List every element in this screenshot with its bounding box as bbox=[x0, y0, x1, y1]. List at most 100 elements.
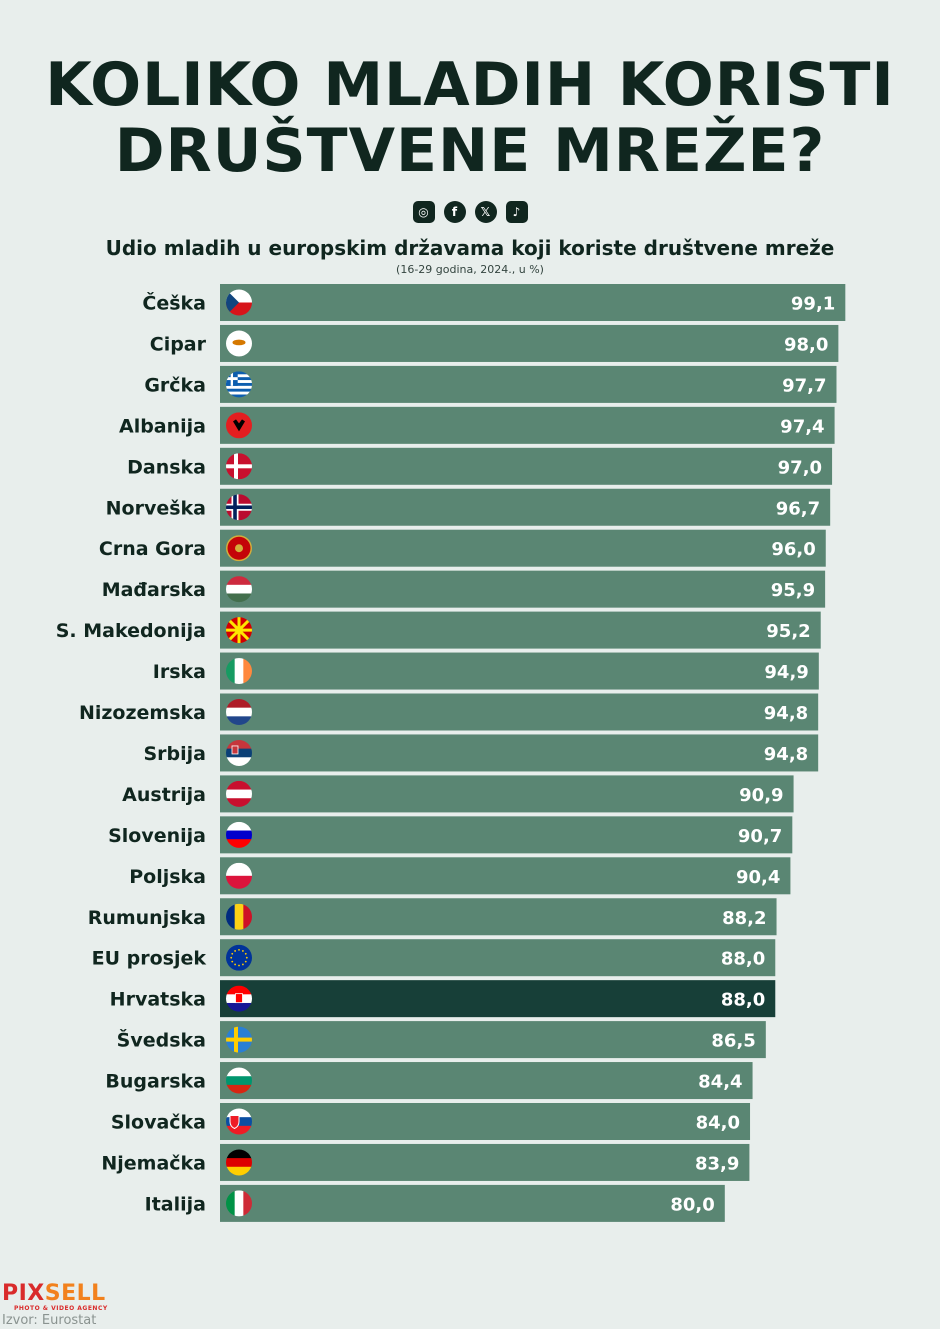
tiktok-icon: ♪ bbox=[505, 201, 528, 223]
bar-row: Albanija 97,4 bbox=[119, 406, 835, 444]
category-label: Grčka bbox=[144, 374, 206, 396]
category-label: Mađarska bbox=[102, 579, 206, 601]
bar bbox=[220, 488, 831, 526]
cy-flag-icon bbox=[226, 330, 252, 357]
value-label: 97,7 bbox=[782, 375, 826, 396]
bar-row: Norveška 96,7 bbox=[106, 488, 831, 526]
value-label: 96,0 bbox=[771, 539, 815, 560]
cz-flag-icon bbox=[226, 289, 252, 316]
it-flag-icon bbox=[226, 1190, 252, 1217]
facebook-icon: f bbox=[443, 201, 466, 223]
category-label: Češka bbox=[142, 291, 206, 315]
category-label: Italija bbox=[145, 1193, 206, 1215]
bar-row: Austrija 90,9 bbox=[122, 775, 794, 813]
bar-row: Srbija 94,8 bbox=[143, 734, 819, 772]
bar-highlight bbox=[220, 980, 776, 1018]
title-line-2: DRUŠTVENE MREŽE? bbox=[114, 116, 826, 186]
bar-row: Bugarska 84,4 bbox=[105, 1062, 753, 1100]
de-flag-icon bbox=[226, 1149, 252, 1176]
bar bbox=[220, 1103, 751, 1140]
value-label: 84,4 bbox=[698, 1072, 742, 1093]
category-label: Danska bbox=[127, 456, 206, 478]
category-label: Njemačka bbox=[101, 1152, 206, 1174]
bar-row: S. Makedonija 95,2 bbox=[56, 611, 821, 649]
category-label: Nizozemska bbox=[79, 702, 206, 724]
source-note: Izvor: Eurostat bbox=[2, 1313, 97, 1328]
bar-row: Slovenija 90,7 bbox=[108, 816, 793, 854]
logo-tagline: PHOTO & VIDEO AGENCY bbox=[14, 1305, 108, 1312]
pixsell-logo: PIXSELL bbox=[2, 1281, 106, 1306]
bar-row: Mađarska 95,9 bbox=[102, 570, 826, 608]
bar bbox=[220, 1143, 750, 1181]
bar-row: Danska 97,0 bbox=[127, 447, 833, 485]
category-label: Cipar bbox=[150, 333, 207, 355]
bar bbox=[220, 816, 793, 854]
bar bbox=[220, 284, 846, 321]
value-label: 98,0 bbox=[784, 334, 828, 355]
category-label: Austrija bbox=[122, 784, 206, 806]
chart-subtitle: (16-29 godina, 2024., u %) bbox=[396, 263, 544, 276]
bar bbox=[220, 775, 794, 813]
value-label: 86,5 bbox=[711, 1031, 755, 1052]
bar-row: Slovačka 84,0 bbox=[111, 1103, 751, 1140]
nl-flag-icon bbox=[226, 699, 252, 725]
bar-row: Poljska 90,4 bbox=[129, 857, 791, 895]
dk-flag-icon bbox=[226, 453, 252, 480]
gr-flag-icon bbox=[226, 371, 252, 398]
bar bbox=[220, 324, 839, 362]
category-label: Albanija bbox=[119, 415, 206, 437]
bar-row: Grčka 97,7 bbox=[144, 365, 837, 403]
bar bbox=[220, 652, 819, 690]
value-label: 90,9 bbox=[739, 785, 783, 806]
value-label: 80,0 bbox=[670, 1194, 714, 1215]
bar-row: Rumunjska 88,2 bbox=[88, 898, 777, 936]
bar-row: Nizozemska 94,8 bbox=[79, 693, 819, 731]
title-line-1: KOLIKO MLADIH KORISTI bbox=[45, 50, 895, 120]
category-label: Crna Gora bbox=[99, 538, 206, 560]
value-label: 95,2 bbox=[766, 621, 810, 642]
bar bbox=[220, 570, 826, 608]
value-label: 90,4 bbox=[736, 867, 780, 888]
value-label: 97,4 bbox=[780, 416, 824, 437]
x-icon: 𝕏 bbox=[474, 201, 497, 223]
category-label: Švedska bbox=[117, 1028, 206, 1052]
no-flag-icon bbox=[226, 494, 252, 521]
category-label: EU prosjek bbox=[92, 948, 207, 970]
bar-row: Cipar 98,0 bbox=[150, 324, 839, 362]
bar bbox=[220, 365, 837, 403]
value-label: 94,9 bbox=[764, 662, 808, 683]
pl-flag-icon bbox=[226, 862, 252, 889]
at-flag-icon bbox=[226, 780, 252, 807]
bar bbox=[220, 406, 835, 444]
value-label: 95,9 bbox=[771, 580, 815, 601]
category-label: Bugarska bbox=[105, 1071, 206, 1093]
category-label: Slovenija bbox=[108, 825, 206, 847]
bar bbox=[220, 611, 821, 649]
se-flag-icon bbox=[226, 1026, 252, 1053]
value-label: 96,7 bbox=[776, 498, 820, 519]
bar bbox=[220, 939, 776, 977]
value-label: 88,0 bbox=[721, 949, 765, 970]
bar-row: Češka 99,1 bbox=[142, 284, 846, 321]
bar bbox=[220, 529, 826, 567]
category-label: S. Makedonija bbox=[56, 620, 206, 642]
bar bbox=[220, 1062, 753, 1100]
bar-row: Hrvatska 88,0 bbox=[110, 980, 776, 1018]
value-label: 84,0 bbox=[696, 1113, 740, 1134]
value-label: 88,2 bbox=[722, 908, 766, 929]
bar bbox=[220, 1021, 766, 1059]
value-label: 99,1 bbox=[791, 294, 835, 315]
category-label: Srbija bbox=[143, 743, 206, 765]
value-label: 94,8 bbox=[764, 703, 808, 724]
bar-row: Njemačka 83,9 bbox=[101, 1143, 750, 1181]
value-label: 88,0 bbox=[721, 990, 765, 1011]
hu-flag-icon bbox=[226, 576, 252, 603]
bar bbox=[220, 693, 819, 731]
si-flag-icon bbox=[226, 821, 252, 848]
ie-flag-icon bbox=[226, 658, 252, 685]
bar-row: Italija 80,0 bbox=[145, 1184, 725, 1222]
bar-row: Crna Gora 96,0 bbox=[99, 529, 826, 567]
bar bbox=[220, 734, 819, 772]
ro-flag-icon bbox=[226, 903, 252, 930]
